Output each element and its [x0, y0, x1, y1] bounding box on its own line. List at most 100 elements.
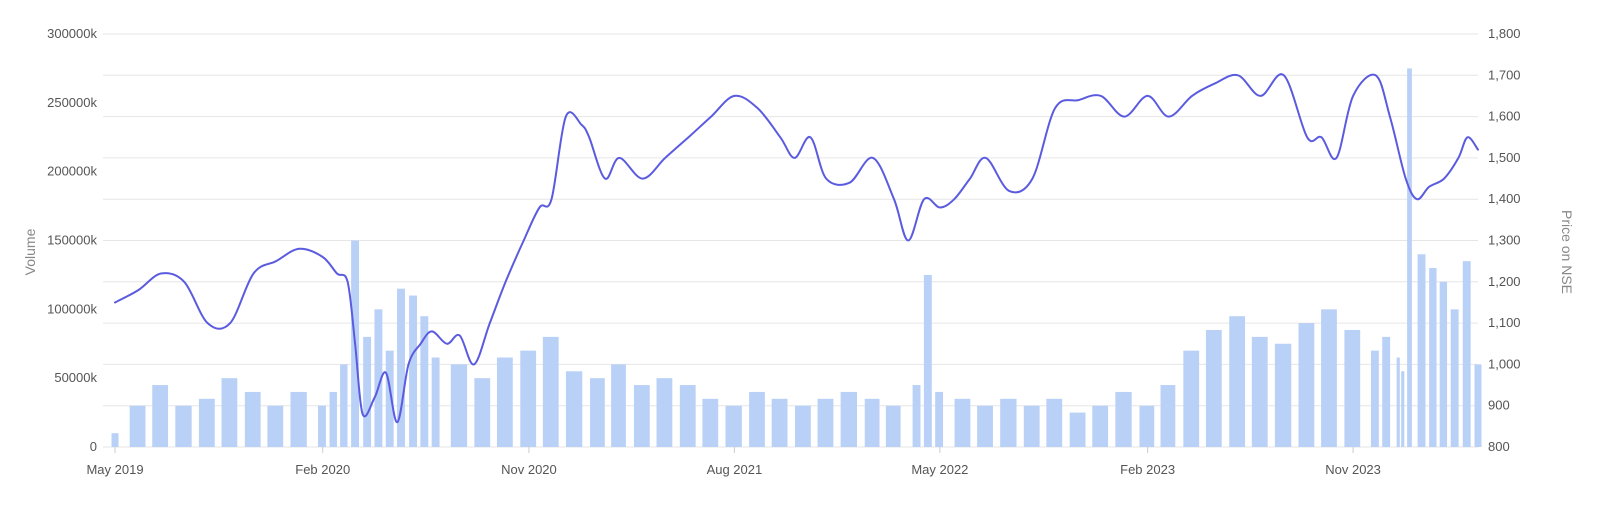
volume-bar [1439, 281, 1448, 447]
volume-bar [771, 398, 788, 447]
left-axis-title: Volume [22, 228, 38, 275]
volume-bar [1462, 261, 1471, 447]
right-tick-label: 1,800 [1488, 26, 1521, 41]
volume-bar [1417, 254, 1426, 447]
volume-bar [1344, 329, 1361, 447]
volume-bar [221, 378, 238, 447]
volume-bar [656, 378, 673, 447]
x-tick-label: Nov 2023 [1325, 462, 1381, 477]
volume-bar [611, 364, 626, 447]
left-tick-label: 200000k [47, 164, 97, 179]
volume-bar [1205, 329, 1222, 447]
volume-bar [111, 433, 119, 447]
price-line-layer [114, 73, 1479, 424]
volume-bar [590, 378, 605, 447]
volume-bar [1023, 405, 1040, 447]
volume-bar [1298, 323, 1315, 447]
volume-bar [385, 350, 394, 447]
volume-bar [1450, 309, 1459, 447]
volume-bar [885, 405, 901, 447]
left-tick-label: 150000k [47, 233, 97, 248]
volume-bar [340, 364, 348, 447]
right-tick-label: 1,500 [1488, 150, 1521, 165]
volume-bar [1069, 412, 1086, 447]
left-tick-label: 100000k [47, 301, 97, 316]
left-tick-label: 300000k [47, 26, 97, 41]
volume-bar [1000, 398, 1017, 447]
volume-bar [244, 391, 261, 447]
volume-bar [496, 357, 513, 447]
volume-bar [794, 405, 811, 447]
volume-bar [175, 405, 192, 447]
x-tick-label: Feb 2020 [295, 462, 350, 477]
volume-bar [520, 350, 537, 447]
volume-bar [977, 405, 993, 447]
volume-bar [290, 391, 307, 447]
volume-bar [1396, 357, 1400, 447]
volume-bar [679, 385, 696, 447]
x-tick-label: Nov 2020 [501, 462, 557, 477]
volume-bar [363, 336, 372, 447]
volume-bar [565, 371, 583, 447]
volume-bar [474, 378, 491, 447]
left-tick-label: 250000k [47, 95, 97, 110]
x-axis-ticks: May 2019 Feb 2020 Nov 2020 Aug 2021 May 2022… [86, 447, 1381, 477]
volume-bar [397, 288, 405, 447]
volume-bar [1160, 385, 1176, 447]
volume-bar [954, 398, 971, 447]
volume-bar [152, 385, 169, 447]
volume-bar [864, 398, 880, 447]
volume-bar [749, 391, 765, 447]
grid-layer [103, 33, 1478, 448]
volume-bar [420, 316, 429, 447]
x-tick-label: Feb 2023 [1120, 462, 1175, 477]
volume-bar [1229, 316, 1246, 447]
volume-bar [1139, 405, 1155, 447]
volume-bar [1274, 343, 1292, 447]
volume-bar [374, 309, 383, 447]
volume-bar [725, 405, 742, 447]
volume-bar [1115, 391, 1132, 447]
volume-bar [409, 295, 417, 447]
right-axis-ticks: 800 900 1,000 1,100 1,200 1,300 1,400 1,500 1,60… [1488, 26, 1521, 454]
volume-bar [1401, 371, 1405, 447]
x-tick-label: May 2019 [86, 462, 143, 477]
left-tick-label: 0 [90, 439, 97, 454]
right-axis-title: Price on NSE [1559, 210, 1575, 294]
volume-bar [1429, 268, 1437, 447]
volume-bar [1251, 336, 1268, 447]
x-tick-label: May 2022 [911, 462, 968, 477]
right-tick-label: 900 [1488, 398, 1510, 413]
right-tick-label: 1,400 [1488, 191, 1521, 206]
price-line [114, 73, 1479, 424]
volume-bar [129, 405, 146, 447]
volume-bar [1382, 336, 1391, 447]
volume-bar [267, 405, 284, 447]
volume-bar [633, 385, 650, 447]
right-tick-label: 1,100 [1488, 315, 1521, 330]
right-tick-label: 800 [1488, 439, 1510, 454]
left-axis-ticks: 0 50000k 100000k 150000k 200000k 250000k 30000… [47, 26, 97, 454]
volume-bar [329, 391, 337, 447]
volume-bar [1183, 350, 1200, 447]
volume-bar [935, 391, 944, 447]
right-tick-label: 1,600 [1488, 109, 1521, 124]
volume-bar [702, 398, 719, 447]
volume-bar [318, 405, 326, 447]
right-tick-label: 1,200 [1488, 274, 1521, 289]
right-tick-label: 1,000 [1488, 356, 1521, 371]
volume-bar [1407, 68, 1412, 448]
volume-bar [1321, 309, 1337, 447]
left-tick-label: 50000k [54, 370, 97, 385]
x-tick-label: Aug 2021 [707, 462, 763, 477]
volume-bar [912, 385, 921, 447]
volume-bar [817, 398, 834, 447]
volume-bar [450, 364, 468, 447]
volume-bar [198, 398, 215, 447]
volume-bar [923, 274, 932, 447]
volume-bar [1092, 405, 1109, 447]
volume-bar [1046, 398, 1063, 447]
volume-bar [542, 336, 559, 447]
